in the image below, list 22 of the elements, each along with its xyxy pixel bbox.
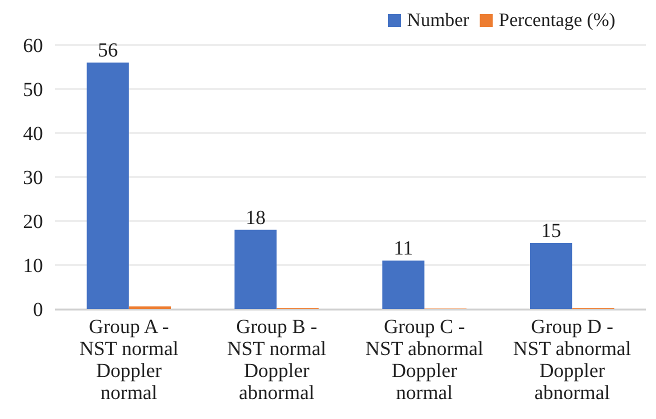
bar <box>382 260 424 309</box>
bar <box>234 230 277 309</box>
data-label: 15 <box>541 220 562 242</box>
data-label: 18 <box>246 206 266 229</box>
y-tick-label: 0 <box>33 299 43 321</box>
legend-label: Percentage (%) <box>498 10 616 31</box>
x-tick-label: Group D - NST abnormal Doppler abnormal <box>513 316 632 404</box>
legend-label: Number <box>407 10 470 31</box>
y-tick-label: 10 <box>23 255 43 277</box>
y-tick-label: 30 <box>23 167 43 189</box>
y-tick-label: 20 <box>23 211 43 233</box>
x-tick-label: Group B - NST normal Doppler abnormal <box>227 316 327 404</box>
bar <box>128 306 171 309</box>
data-label: 56 <box>98 40 118 62</box>
x-tick-label: Group A - NST normal Doppler normal <box>79 316 179 404</box>
bar <box>86 62 129 309</box>
y-tick-label: 40 <box>23 123 43 145</box>
y-tick-label: 50 <box>23 79 43 101</box>
y-tick-label: 60 <box>23 35 43 57</box>
data-label: 11 <box>394 238 413 260</box>
bar <box>530 243 572 309</box>
x-tick-label: Group C - NST abnormal Doppler normal <box>365 316 484 404</box>
